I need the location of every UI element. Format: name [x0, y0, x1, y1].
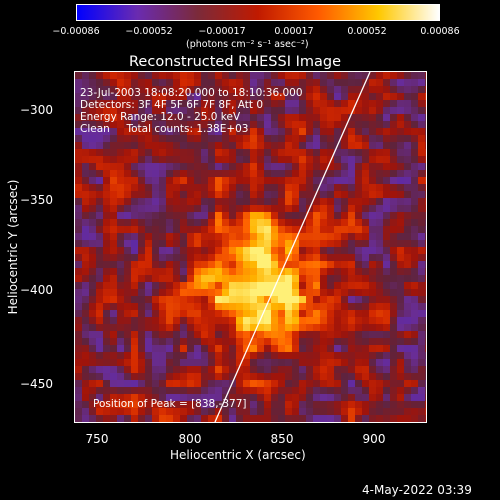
colorbar-tick: 0.00052 [347, 26, 387, 37]
rhessi-map [75, 72, 426, 422]
colorbar-tick: 0.00017 [274, 26, 314, 37]
colorbar-tick: 0.00086 [420, 26, 460, 37]
colorbar [76, 4, 440, 21]
y-axis-label: Heliocentric Y (arcsec) [6, 179, 20, 315]
colorbar-tick: −0.00017 [198, 26, 246, 37]
image-title: Reconstructed RHESSI Image [129, 54, 342, 70]
y-tick: −450 [20, 377, 53, 391]
y-tick: −300 [20, 103, 53, 117]
colorbar-units: (photons cm⁻² s⁻¹ asec⁻²) [186, 39, 309, 50]
colorbar-tick: −0.00052 [125, 26, 173, 37]
footer-date: 4-May-2022 03:39 [362, 483, 472, 497]
x-tick: 800 [178, 432, 202, 446]
colorbar-tick: −0.00086 [52, 26, 100, 37]
rhessi-image [74, 71, 427, 423]
detectors-info: Detectors: 3F 4F 5F 6F 7F 8F, Att 0 [80, 99, 264, 111]
x-tick: 850 [270, 432, 294, 446]
energy-range: Energy Range: 12.0 - 25.0 keV [80, 111, 241, 123]
y-tick: −400 [20, 283, 53, 297]
method-info: Clean Total counts: 1.38E+03 [80, 123, 249, 135]
time-range: 23-Jul-2003 18:08:20.000 to 18:10:36.000 [80, 87, 303, 99]
x-axis-label: Heliocentric X (arcsec) [170, 448, 306, 462]
x-tick: 750 [85, 432, 109, 446]
x-tick: 900 [362, 432, 386, 446]
solar-limb-line [214, 72, 371, 422]
peak-position: Position of Peak = [838,-377] [93, 398, 247, 410]
y-tick: −350 [20, 193, 53, 207]
